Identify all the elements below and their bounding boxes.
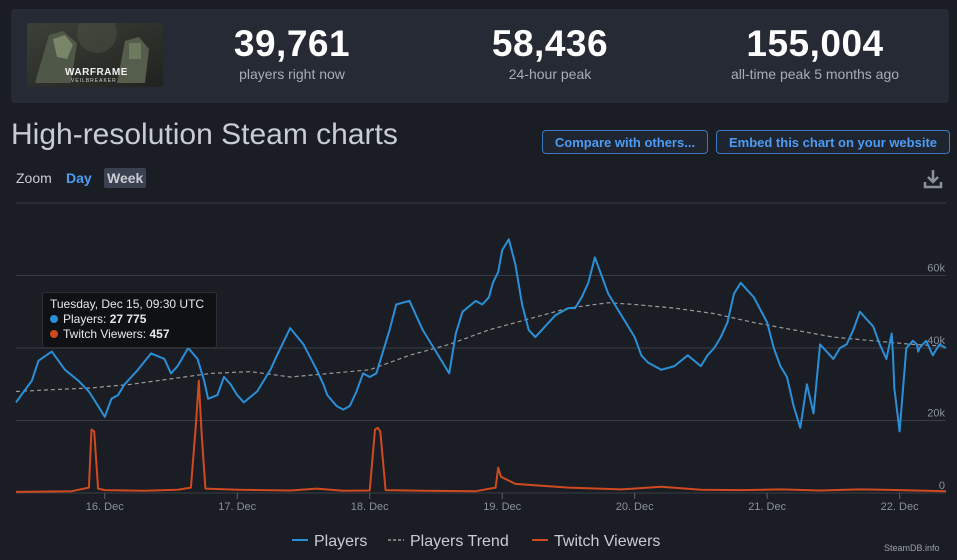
tooltip-twitch-label: Twitch Viewers: (63, 327, 147, 341)
legend-twitch-viewers[interactable]: Twitch Viewers (532, 533, 660, 551)
24h-peak-value: 58,436 (491, 23, 609, 64)
game-tagline: VEILBREAKER (71, 78, 117, 84)
tooltip-date: Tuesday, Dec 15, 09:30 UTC (50, 297, 205, 311)
x-tick-label: 22. Dec (881, 501, 919, 513)
legend-players-trend[interactable]: Players Trend (388, 533, 509, 551)
page-title: High-resolution Steam charts (11, 118, 398, 151)
steamdb-credit[interactable]: SteamDB.info (884, 543, 940, 553)
y-tick-label: 40k (927, 335, 945, 347)
current-players-value: 39,761 (233, 23, 351, 64)
stats-panel: WARFRAME VEILBREAKER 39,761 players righ… (11, 9, 949, 103)
players-line (15, 238, 947, 433)
x-tick-label: 20. Dec (616, 501, 654, 513)
all-time-peak-label: all-time peak 5 months ago (730, 66, 900, 82)
zoom-label: Zoom (16, 170, 52, 186)
x-tick-label: 17. Dec (218, 501, 256, 513)
players-dot-icon (50, 314, 58, 323)
legend-players-swatch (292, 538, 308, 541)
all-time-peak-value: 155,004 (746, 23, 884, 64)
24h-peak-label: 24-hour peak (508, 66, 592, 82)
x-tick-label: 16. Dec (86, 501, 124, 513)
download-icon[interactable] (922, 168, 944, 190)
current-players-label: players right now (239, 66, 345, 82)
tooltip-players-label: Players: (63, 312, 107, 326)
x-tick-label: 18. Dec (351, 501, 389, 513)
legend-twitch-swatch (532, 538, 548, 541)
players-trend-line (15, 302, 947, 393)
stat-24h-peak: 58,436 24-hour peak (441, 23, 659, 82)
chart-legend: Players Players Trend Twitch Viewers (0, 533, 957, 553)
legend-trend-label: Players Trend (410, 533, 509, 550)
compare-button[interactable]: Compare with others... (542, 130, 708, 154)
tooltip-players-value: 27 775 (109, 312, 147, 326)
legend-twitch-label: Twitch Viewers (554, 533, 661, 550)
y-tick-label: 20k (927, 408, 945, 420)
twitch-viewers-line (15, 379, 947, 493)
players-chart[interactable]: 0 20k 40k 60k 16. Dec 17. Dec 18. Dec 19. Dec 20… (0, 195, 957, 525)
stat-current-players: 39,761 players right now (184, 23, 400, 82)
legend-players-label: Players (314, 533, 368, 550)
x-tick-label: 19. Dec (483, 501, 521, 513)
game-logo-text: WARFRAME (65, 67, 128, 78)
x-tick-label: 21. Dec (748, 501, 786, 513)
stat-all-time-peak: 155,004 all-time peak 5 months ago (701, 23, 929, 82)
chart-tooltip: Tuesday, Dec 15, 09:30 UTC Players: 27 7… (42, 292, 217, 348)
tooltip-players-row: Players: 27 775 (50, 312, 209, 327)
game-thumbnail[interactable]: WARFRAME VEILBREAKER (27, 23, 163, 87)
legend-players[interactable]: Players (292, 533, 367, 551)
twitch-dot-icon (50, 329, 58, 338)
zoom-day-button[interactable]: Day (66, 170, 92, 186)
y-tick-label: 60k (927, 263, 945, 275)
tooltip-twitch-row: Twitch Viewers: 457 (50, 327, 209, 342)
embed-chart-button[interactable]: Embed this chart on your website (716, 130, 950, 154)
tooltip-twitch-value: 457 (149, 327, 170, 341)
legend-trend-swatch (388, 539, 404, 541)
zoom-week-button[interactable]: Week (104, 168, 147, 188)
y-tick-label: 0 (939, 480, 945, 492)
